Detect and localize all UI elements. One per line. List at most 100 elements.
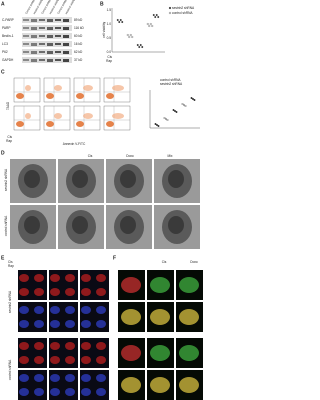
- row-label: sestrin2 shRNA: [8, 290, 12, 313]
- cell: [179, 377, 199, 393]
- band: [39, 51, 45, 53]
- band: [55, 43, 61, 45]
- cells: [54, 113, 62, 119]
- band: [55, 19, 61, 21]
- cell: [19, 320, 29, 328]
- protein-label: GAPDH: [2, 58, 14, 62]
- legend-label: control shRNA: [160, 78, 181, 82]
- band: [31, 19, 37, 22]
- band: [39, 35, 45, 37]
- cells: [46, 93, 54, 99]
- cell: [65, 342, 75, 350]
- cell: [179, 309, 199, 325]
- cell: [19, 374, 29, 382]
- cells: [25, 85, 31, 91]
- cell: [34, 320, 44, 328]
- size-label: 116 kD: [74, 26, 85, 30]
- cell: [121, 345, 141, 361]
- dot: [172, 109, 175, 111]
- axis-title: 7AAD: [6, 101, 10, 110]
- dot: [174, 110, 176, 112]
- cells: [46, 121, 54, 127]
- cell: [50, 320, 60, 328]
- panel-label: B: [100, 1, 104, 7]
- dot: [126, 34, 129, 36]
- band: [47, 51, 53, 54]
- size-label: 62 kD: [74, 50, 83, 54]
- dot: [129, 34, 132, 36]
- dot: [193, 99, 196, 101]
- row-label: Rap: [6, 139, 12, 143]
- row-label: Cis: [7, 135, 12, 139]
- band: [63, 35, 69, 38]
- dot: [175, 111, 178, 113]
- cell: [81, 288, 91, 296]
- dot: [139, 44, 142, 46]
- cell: [34, 288, 44, 296]
- cells: [112, 85, 124, 91]
- cell: [96, 274, 106, 282]
- axis-title: Annexin V-FITC: [63, 142, 86, 146]
- cell: [81, 388, 91, 396]
- cell: [150, 377, 170, 393]
- dot: [154, 16, 157, 18]
- dot: [146, 23, 149, 25]
- dot: [165, 118, 167, 120]
- cell: [19, 342, 29, 350]
- cell: [19, 274, 29, 282]
- cells: [25, 113, 31, 119]
- size-label: 16 kD: [74, 42, 83, 46]
- cell: [50, 374, 60, 382]
- cell: [65, 356, 75, 364]
- dot: [152, 14, 155, 16]
- cell: [65, 274, 75, 282]
- band: [63, 43, 69, 46]
- cell: [81, 306, 91, 314]
- cell: [34, 306, 44, 314]
- legend-label: sestrin2 shRNA: [172, 6, 195, 10]
- band: [23, 35, 29, 37]
- band: [63, 51, 69, 54]
- panel-label: E: [1, 255, 5, 261]
- band: [23, 51, 29, 53]
- dot: [138, 46, 141, 48]
- tick-label: 0.0: [107, 50, 112, 54]
- cell: [19, 356, 29, 364]
- protein-label: C-PARP: [2, 18, 14, 22]
- cell: [19, 388, 29, 396]
- cells: [106, 93, 114, 99]
- cells: [83, 85, 93, 91]
- dot: [163, 117, 166, 119]
- protein-label: LC3: [2, 42, 8, 46]
- cell: [81, 374, 91, 382]
- tick-label: 1.5: [107, 8, 112, 12]
- protein-label: Beclin-1: [2, 34, 14, 38]
- cell: [96, 356, 106, 364]
- column-label: Mix: [168, 154, 173, 158]
- cell: [179, 345, 199, 361]
- cell: [81, 342, 91, 350]
- dot: [149, 23, 152, 25]
- band: [63, 27, 69, 30]
- dot: [151, 25, 154, 27]
- cell: [19, 306, 29, 314]
- size-label: 60 kD: [74, 34, 83, 38]
- cell: [65, 288, 75, 296]
- dot: [131, 36, 134, 38]
- size-label: 37 kD: [74, 58, 83, 62]
- cell: [150, 345, 170, 361]
- band: [23, 27, 29, 29]
- band: [63, 19, 69, 22]
- cells: [76, 93, 84, 99]
- dot: [148, 25, 151, 27]
- band: [55, 51, 61, 53]
- row-label: Rap: [8, 264, 14, 268]
- dot: [118, 21, 121, 23]
- dot: [181, 103, 184, 105]
- legend-marker: [168, 11, 172, 15]
- cell: [121, 377, 141, 393]
- dot: [136, 44, 139, 46]
- panel-label: A: [1, 1, 5, 7]
- cells: [106, 121, 114, 127]
